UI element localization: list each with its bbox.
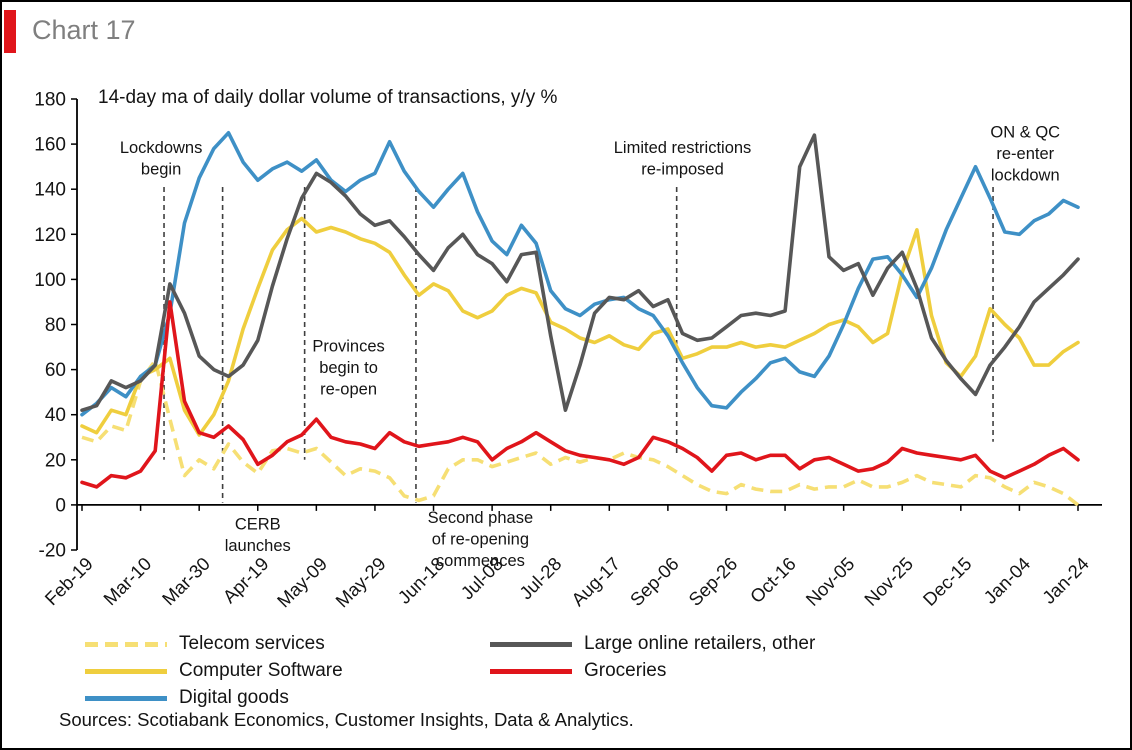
page-title: Chart 17	[32, 15, 136, 45]
series-line-large-online-retailers-other	[80, 133, 1080, 412]
legend-label-computer-software: Computer Software	[179, 660, 343, 681]
chart-title: 14-day ma of daily dollar volume of tran…	[98, 87, 558, 108]
x-tick-label: Jan-24	[1038, 553, 1093, 608]
x-tick-label: Aug-17	[567, 553, 624, 610]
telecom-services-line-swatch	[85, 641, 167, 647]
y-tick-label: 60	[45, 360, 66, 381]
y-tick-label: 40	[45, 405, 66, 426]
y-tick-label: 20	[45, 450, 66, 471]
groceries-line-swatch	[490, 668, 572, 674]
annotation-label: Limited restrictions re-imposed	[614, 139, 752, 179]
y-tick-label: 100	[34, 270, 66, 291]
legend-item-groceries: Groceries	[490, 659, 666, 683]
legend-item-telecom-services: Telecom services	[85, 632, 325, 656]
series-line-digital-goods	[80, 131, 1080, 417]
x-tick-label: Sep-06	[626, 553, 683, 610]
legend-label-large-online-retailers: Large online retailers, other	[584, 633, 816, 654]
digital-goods-line-swatch	[85, 695, 167, 701]
y-tick-label: 180	[34, 90, 66, 111]
legend-item-large-online-retailers: Large online retailers, other	[490, 632, 815, 656]
x-tick-label: Oct-16	[746, 553, 800, 607]
large-online-retailers-line-swatch	[490, 641, 572, 647]
x-tick-label: Dec-15	[919, 553, 976, 610]
series-line-computer-software	[80, 216, 1080, 437]
brand-accent-bar	[4, 10, 16, 53]
x-tick-label: Nov-25	[860, 553, 917, 610]
legend-item-digital-goods: Digital goods	[85, 686, 289, 710]
y-tick-label: 160	[34, 135, 66, 156]
y-tick-label: 140	[34, 180, 66, 201]
annotation-label: ON & QC re-enter lockdown	[990, 123, 1060, 184]
x-tick-label: Sep-26	[684, 553, 741, 610]
x-tick-label: Nov-05	[801, 553, 858, 610]
annotation-label: Provinces begin to re-open	[312, 338, 384, 399]
legend-label-groceries: Groceries	[584, 660, 667, 681]
annotation-label: Lockdowns begin	[120, 139, 203, 179]
computer-software-line-swatch	[85, 668, 167, 674]
y-tick-label: 80	[45, 315, 66, 336]
y-tick-label: -20	[39, 541, 66, 562]
legend-label-digital-goods: Digital goods	[179, 687, 289, 708]
x-tick-label: Mar-30	[158, 553, 214, 609]
series-line-groceries	[80, 300, 1080, 489]
x-tick-label: Mar-10	[99, 553, 155, 609]
sources-text: Sources: Scotiabank Economics, Customer …	[59, 709, 634, 730]
annotation-label: Second phase of re-opening commences	[428, 509, 534, 570]
x-tick-label: Jan-04	[979, 553, 1034, 608]
annotation-label: CERB launches	[225, 516, 291, 556]
series-line-telecom-services	[81, 358, 1080, 507]
x-tick-label: May-29	[331, 553, 389, 611]
y-tick-label: 120	[34, 225, 66, 246]
x-tick-label: May-09	[273, 553, 331, 611]
legend-label-telecom-services: Telecom services	[179, 633, 325, 654]
y-tick-label: 0	[55, 495, 66, 516]
legend-item-computer-software: Computer Software	[85, 659, 343, 683]
x-tick-label: Apr-19	[218, 553, 272, 607]
